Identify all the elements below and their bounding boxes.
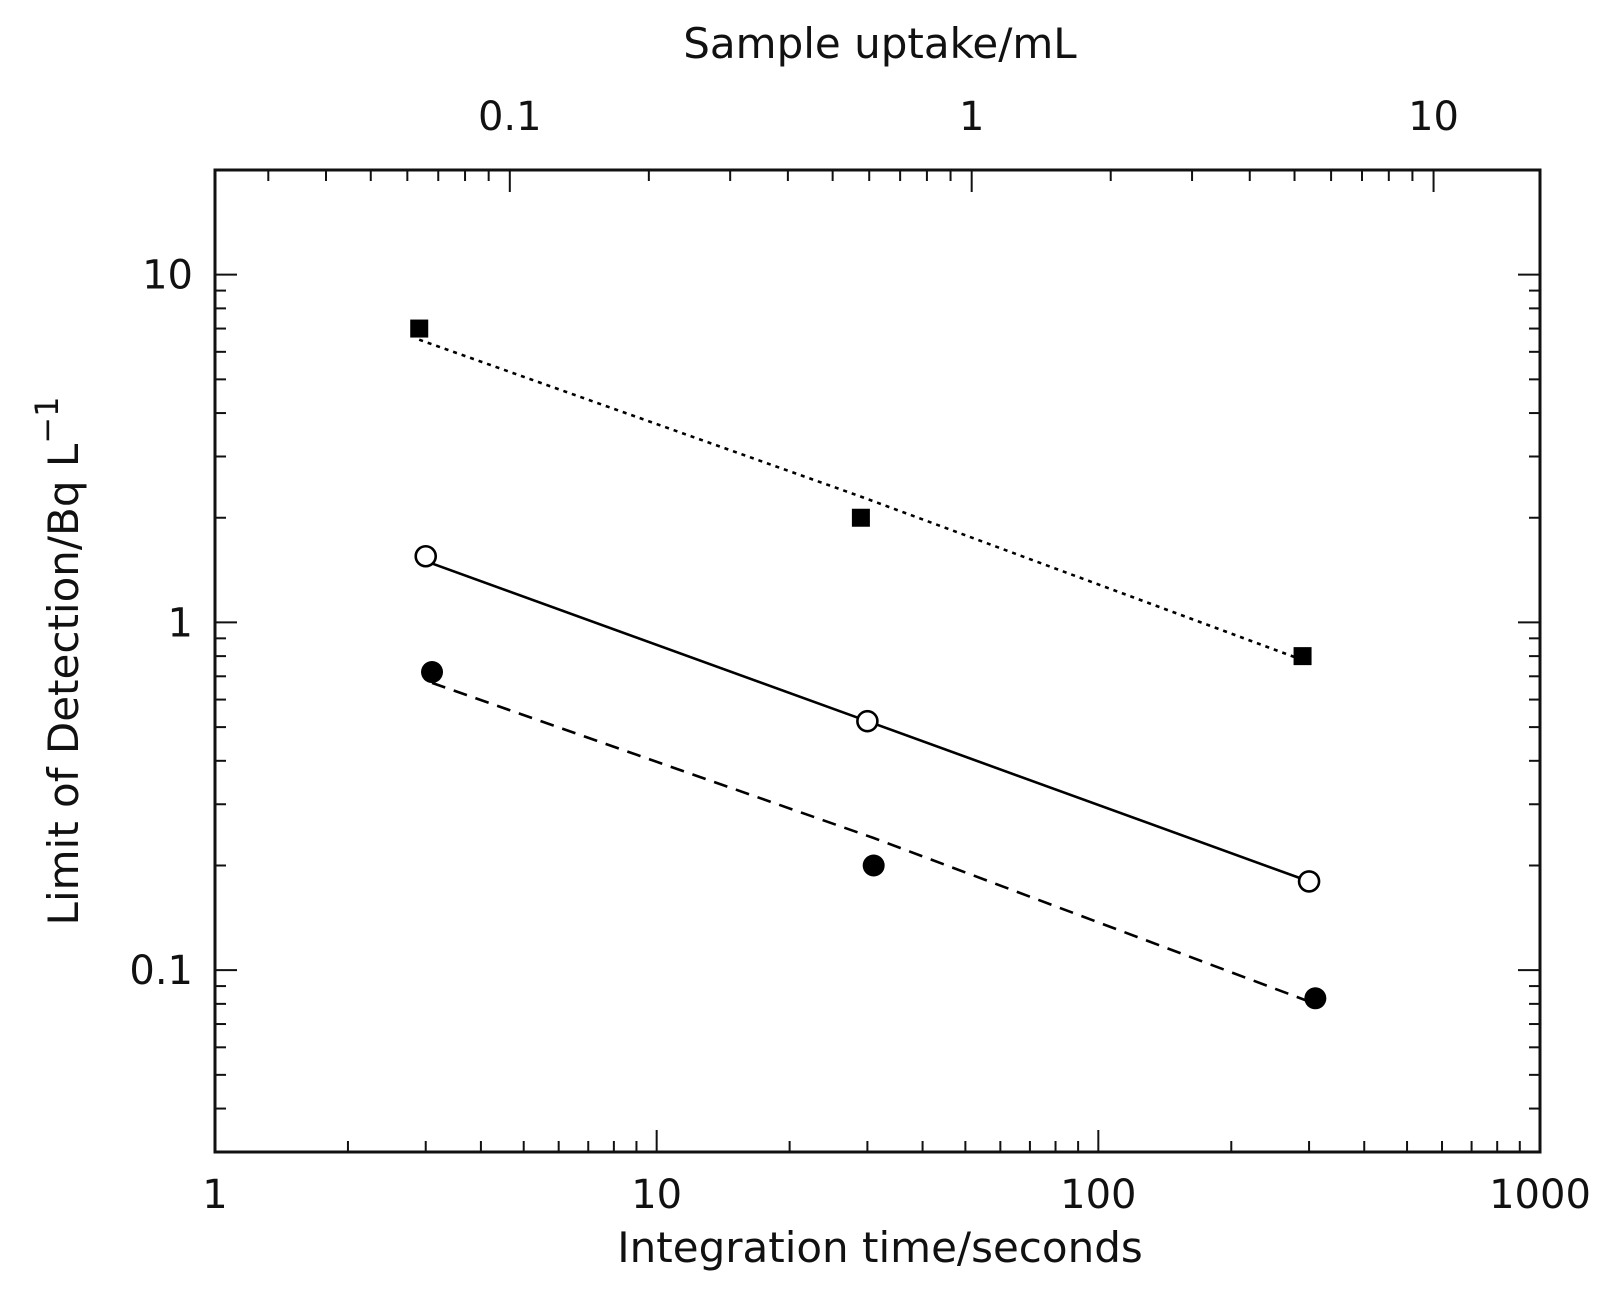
data-point-filled-circle <box>1304 987 1327 1010</box>
data-point-open-circle <box>414 544 438 568</box>
data-point-filled-circle <box>421 661 444 684</box>
y-tick-label: 10 <box>142 253 193 299</box>
x2-tick-label: 0.1 <box>478 94 542 140</box>
x2-tick-label: 1 <box>959 94 984 140</box>
y-axis-title-main: Limit of Detection/Bq L <box>39 443 88 925</box>
series-layer <box>410 319 1327 1010</box>
plot-frame <box>213 168 1542 1154</box>
labels-layer: 1 10 100 1000 0.1 1 10 0.1 1 10 <box>129 94 1591 1218</box>
x-tick-label: 1000 <box>1489 1172 1591 1218</box>
x2-axis-title: Sample uptake/mL <box>683 19 1077 68</box>
data-point-open-circle <box>856 709 879 733</box>
series-2 <box>414 544 1321 893</box>
x2-tick-label: 10 <box>1408 94 1459 140</box>
data-point-square <box>851 508 870 527</box>
y-axis-title-superscript: −1 <box>28 397 66 444</box>
x-tick-label: 10 <box>631 1172 682 1218</box>
series-1-fit-line <box>418 338 1304 662</box>
data-point-square <box>1293 647 1312 666</box>
y-axis-title: Limit of Detection/Bq L−1 <box>28 397 88 926</box>
x-tick-label: 100 <box>1060 1172 1136 1218</box>
x-axis-title: Integration time/seconds <box>617 1223 1143 1272</box>
data-point-filled-circle <box>862 854 885 877</box>
ticks-layer <box>214 169 1541 1153</box>
data-point-open-circle <box>1297 870 1321 893</box>
y-tick-label: 1 <box>168 600 193 646</box>
series-3-fit-line <box>431 681 1316 1006</box>
series-1 <box>410 319 1312 666</box>
series-3 <box>421 661 1327 1010</box>
x-tick-label: 1 <box>202 1172 227 1218</box>
y-tick-label: 0.1 <box>129 948 193 994</box>
data-point-square <box>410 319 429 338</box>
